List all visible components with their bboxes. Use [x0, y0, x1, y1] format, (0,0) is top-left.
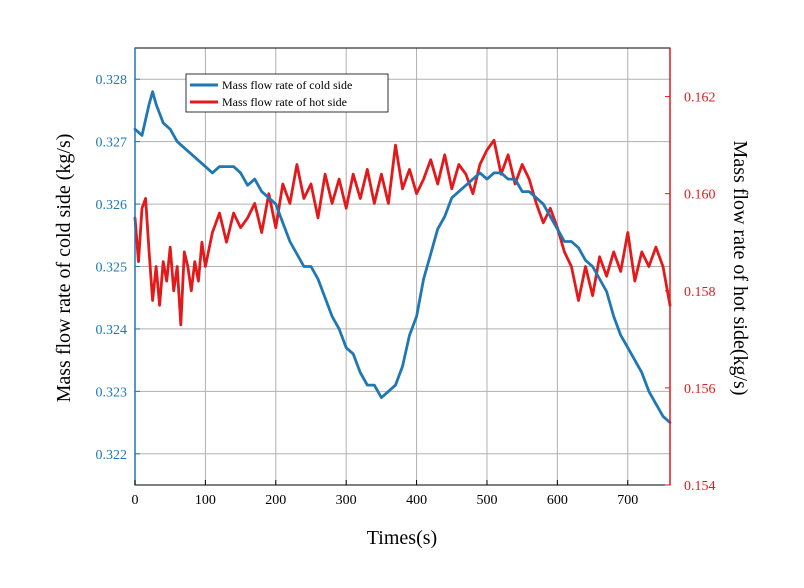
- x-tick-label: 100: [195, 493, 216, 508]
- series-line-cold: [133, 90, 672, 425]
- left-tick-label: 0.323: [96, 385, 128, 400]
- x-tick-label: 500: [476, 493, 497, 508]
- left-tick-label: 0.327: [96, 136, 128, 151]
- right-tick-label: 0.154: [684, 479, 716, 494]
- x-axis-ticks: 0 100 200 300 400 500 600 700: [132, 480, 638, 508]
- right-tick-label: 0.162: [684, 91, 716, 106]
- series-line-hot: [133, 138, 672, 327]
- x-axis-label: Times(s): [367, 527, 437, 549]
- legend-label-cold: Mass flow rate of cold side: [222, 78, 352, 92]
- left-axis-ticks: 0.322 0.323 0.324 0.325 0.326 0.327 0.328: [96, 73, 140, 463]
- x-tick-label: 200: [265, 493, 286, 508]
- x-tick-label: 600: [547, 493, 568, 508]
- right-axis-ticks: 0.154 0.156 0.158 0.160 0.162: [665, 91, 716, 494]
- right-tick-label: 0.158: [684, 285, 716, 300]
- left-tick-label: 0.326: [96, 198, 128, 213]
- x-tick-label: 300: [336, 493, 357, 508]
- legend-label-hot: Mass flow rate of hot side: [222, 95, 347, 109]
- left-tick-label: 0.324: [96, 323, 128, 338]
- series-layer: [133, 90, 672, 425]
- right-axis-label: Mass flow rate of hot side(kg/s): [729, 141, 751, 396]
- left-axis-label: Mass flow rate of cold side (kg/s): [53, 134, 75, 403]
- right-tick-label: 0.160: [684, 188, 716, 203]
- right-tick-label: 0.156: [684, 382, 716, 397]
- left-tick-label: 0.328: [96, 73, 128, 88]
- left-tick-label: 0.325: [96, 261, 128, 276]
- grid-lines: [135, 48, 670, 485]
- legend-box: [185, 73, 389, 113]
- x-tick-label: 0: [132, 493, 139, 508]
- x-tick-label: 700: [617, 493, 638, 508]
- left-tick-label: 0.322: [96, 448, 128, 463]
- x-tick-label: 400: [406, 493, 427, 508]
- legend: Mass flow rate of cold side Mass flow ra…: [185, 73, 389, 113]
